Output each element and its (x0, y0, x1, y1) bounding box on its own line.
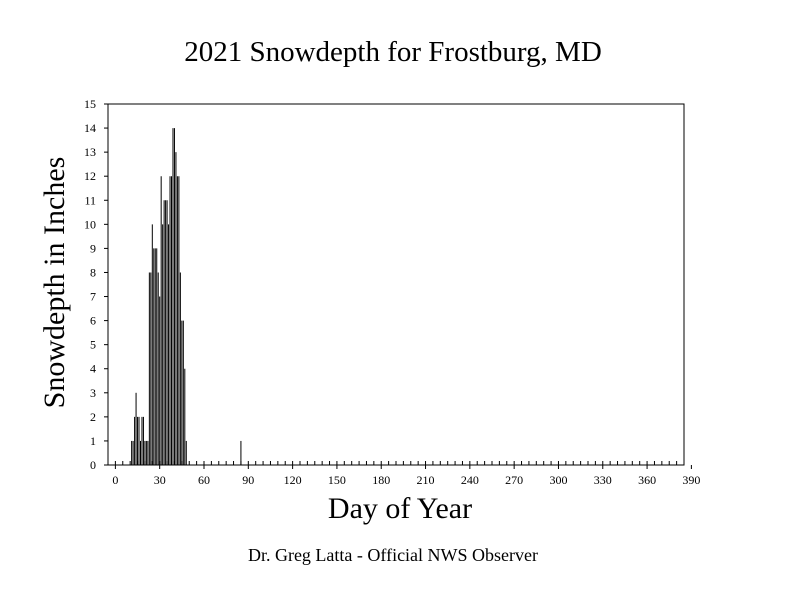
x-tick-label: 60 (198, 473, 210, 487)
x-tick-label: 240 (461, 473, 479, 487)
observer-credit: Dr. Greg Latta - Official NWS Observer (247, 545, 539, 565)
y-tick-label: 4 (90, 362, 96, 376)
y-tick-label: 9 (90, 241, 96, 255)
x-tick-label: 390 (682, 473, 700, 487)
x-tick-label: 300 (549, 473, 567, 487)
x-tick-label: 90 (242, 473, 254, 487)
bars-group (131, 128, 242, 465)
y-tick-label: 2 (90, 410, 96, 424)
x-tick-label: 210 (417, 473, 435, 487)
y-tick-label: 13 (84, 145, 96, 159)
x-tick-label: 120 (284, 473, 302, 487)
y-tick-label: 14 (84, 121, 96, 135)
y-tick-label: 7 (90, 290, 96, 304)
y-tick-label: 1 (90, 434, 96, 448)
tick-labels-group: 0 30 60 90 120 150 180 210 240 270 300 330 360 390012… (84, 97, 700, 487)
y-tick-label: 3 (90, 386, 96, 400)
chart-title: 2021 Snowdepth for Frostburg, MD (184, 36, 602, 68)
y-tick-label: 12 (84, 169, 96, 183)
y-tick-label: 8 (90, 265, 96, 279)
x-tick-label: 0 (112, 473, 118, 487)
y-tick-label: 0 (90, 458, 96, 472)
x-tick-label: 30 (154, 473, 166, 487)
x-tick-label: 270 (505, 473, 523, 487)
x-tick-label: 330 (594, 473, 612, 487)
y-tick-label: 5 (90, 338, 96, 352)
plot-area-frame (107, 103, 685, 466)
x-axis-label: Day of Year (328, 492, 472, 525)
y-tick-label: 10 (84, 217, 96, 231)
y-tick-label: 11 (84, 193, 96, 207)
y-tick-label: 15 (84, 97, 96, 111)
x-tick-label: 150 (328, 473, 346, 487)
y-axis-label: Snowdepth in Inches (38, 157, 71, 409)
x-tick-label: 360 (638, 473, 656, 487)
x-tick-label: 180 (372, 473, 390, 487)
axis-ticks-group (104, 103, 692, 469)
y-tick-label: 6 (90, 314, 96, 328)
